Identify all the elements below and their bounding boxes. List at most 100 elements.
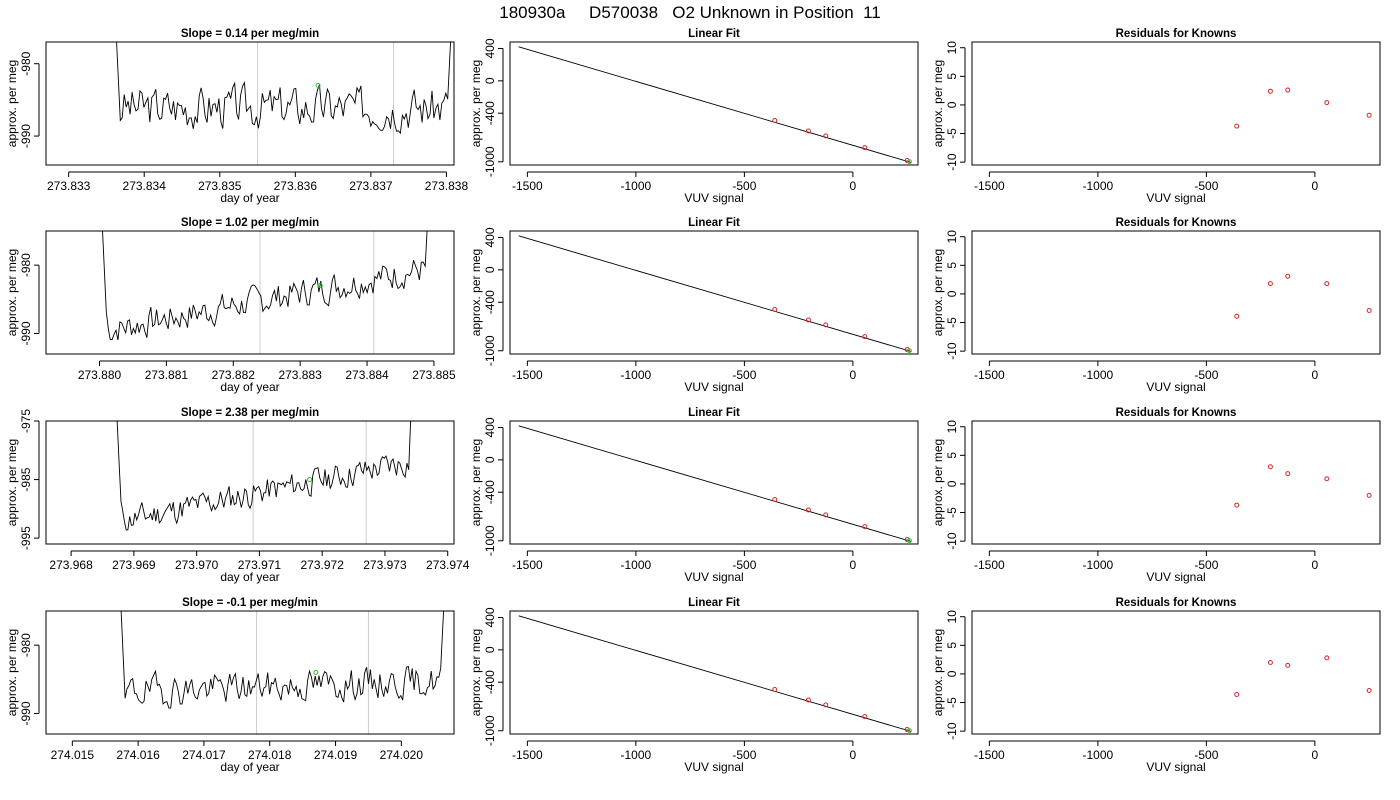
x-axis-label: day of year bbox=[220, 380, 279, 394]
plot-frame bbox=[45, 420, 455, 545]
x-tick-label: -500 bbox=[732, 748, 756, 762]
page-title: 180930a D570038 O2 Unknown in Position 1… bbox=[499, 3, 881, 22]
y-tick-label: 400 bbox=[483, 607, 497, 627]
linear-fit-panel-1: -1500 -1000 -500 0 400 0 -400 -1000 Linear Fit VU… bbox=[469, 28, 919, 205]
panel-title: Slope = 0.14 per meg/min bbox=[181, 28, 319, 40]
y-tick-label: -1000 bbox=[483, 525, 497, 556]
x-tick-label: 273.970 bbox=[175, 558, 219, 572]
y-tick-label: -400 bbox=[483, 670, 497, 694]
x-tick-label: 273.882 bbox=[212, 368, 256, 382]
known-point bbox=[772, 686, 778, 692]
residual-point bbox=[1366, 688, 1372, 694]
y-tick-label: 0 bbox=[483, 266, 497, 273]
x-axis-label: VUV signal bbox=[1146, 760, 1205, 774]
x-tick-label: -1500 bbox=[974, 179, 1005, 193]
known-point bbox=[862, 145, 868, 151]
y-tick-label: -10 bbox=[945, 153, 959, 171]
y-tick-label: -5 bbox=[945, 507, 959, 518]
plot-frame bbox=[971, 420, 1381, 545]
unknown-marker bbox=[315, 82, 321, 88]
panel-title: Residuals for Knowns bbox=[1116, 407, 1237, 419]
x-tick-label: 0 bbox=[850, 748, 857, 762]
panel-title: Linear Fit bbox=[688, 597, 740, 609]
x-tick-label: 0 bbox=[1312, 179, 1319, 193]
plot-frame bbox=[971, 610, 1381, 735]
panel-title: Linear Fit bbox=[688, 407, 740, 419]
x-tick-label: -1500 bbox=[974, 748, 1005, 762]
y-axis-label: approx. per meg bbox=[5, 60, 19, 147]
panel-title: Linear Fit bbox=[688, 217, 740, 229]
timeseries-panel-3: 273.968 273.969 273.970 273.971 273.972 273.9… bbox=[5, 407, 470, 584]
x-tick-label: 0 bbox=[1312, 558, 1319, 572]
known-point bbox=[772, 306, 778, 312]
x-tick-label: -1000 bbox=[621, 368, 652, 382]
residual-point bbox=[1267, 464, 1273, 470]
y-tick-label: -5 bbox=[945, 317, 959, 328]
x-tick-label: -500 bbox=[1194, 368, 1218, 382]
plot-frame bbox=[509, 230, 919, 355]
unknown-point bbox=[906, 348, 912, 354]
residual-point bbox=[1285, 87, 1291, 93]
residuals-panel-3: -1500 -1000 -500 0 10 5 0 -5 -10 Residuals for Kn… bbox=[931, 407, 1381, 584]
residual-point bbox=[1285, 662, 1291, 668]
x-tick-label: 273.834 bbox=[123, 179, 167, 193]
signal-trace bbox=[116, 42, 451, 135]
plot-frame bbox=[509, 610, 919, 735]
residual-point bbox=[1366, 112, 1372, 118]
known-point bbox=[805, 128, 811, 134]
x-tick-label: -1500 bbox=[974, 558, 1005, 572]
y-tick-label: 0 bbox=[483, 646, 497, 653]
x-tick-label: 273.837 bbox=[349, 179, 393, 193]
fit-line bbox=[518, 46, 912, 164]
fit-line bbox=[518, 425, 912, 543]
y-tick-label: -985 bbox=[19, 467, 33, 491]
x-tick-label: -1000 bbox=[621, 748, 652, 762]
y-tick-label: -990 bbox=[19, 124, 33, 148]
plot-grid: 273.833 273.834 273.835 273.836 273.837 273.8… bbox=[5, 28, 1381, 774]
signal-trace bbox=[116, 421, 412, 531]
x-tick-label: 274.017 bbox=[182, 748, 226, 762]
y-tick-label: 0 bbox=[483, 456, 497, 463]
residual-point bbox=[1234, 692, 1240, 698]
y-tick-label: 10 bbox=[945, 610, 959, 624]
y-tick-label: -10 bbox=[945, 532, 959, 550]
y-tick-label: 0 bbox=[483, 77, 497, 84]
fit-line bbox=[518, 235, 912, 353]
residual-point bbox=[1324, 281, 1330, 287]
plot-frame bbox=[45, 230, 455, 355]
x-axis-label: VUV signal bbox=[684, 760, 743, 774]
x-tick-label: -500 bbox=[1194, 179, 1218, 193]
residual-point bbox=[1267, 88, 1273, 94]
y-axis-label: approx. per meg bbox=[5, 439, 19, 526]
residual-point bbox=[1324, 655, 1330, 661]
y-axis-label: approx. per meg bbox=[931, 629, 945, 716]
residual-point bbox=[1234, 502, 1240, 508]
y-tick-label: -995 bbox=[19, 526, 33, 550]
known-point bbox=[823, 322, 829, 328]
x-axis-label: day of year bbox=[220, 760, 279, 774]
known-point bbox=[772, 496, 778, 502]
y-tick-label: 400 bbox=[483, 417, 497, 437]
signal-trace bbox=[120, 611, 445, 709]
y-axis-label: approx. per meg bbox=[5, 629, 19, 716]
y-tick-label: 5 bbox=[945, 262, 959, 269]
plot-frame bbox=[971, 230, 1381, 355]
y-tick-label: 5 bbox=[945, 452, 959, 459]
unknown-marker bbox=[317, 283, 323, 289]
known-point bbox=[862, 714, 868, 720]
known-point bbox=[805, 697, 811, 703]
plot-frame bbox=[45, 610, 455, 735]
x-tick-label: -1500 bbox=[512, 558, 543, 572]
x-tick-label: 273.835 bbox=[198, 179, 242, 193]
residuals-panel-2: -1500 -1000 -500 0 10 5 0 -5 -10 Residuals for Kn… bbox=[931, 217, 1381, 394]
y-axis-label: approx. per meg bbox=[469, 60, 483, 147]
x-tick-label: 273.881 bbox=[145, 368, 189, 382]
known-point bbox=[862, 524, 868, 530]
linear-fit-panel-2: -1500 -1000 -500 0 400 0 -400 -1000 Linear Fit VU… bbox=[469, 217, 919, 394]
x-tick-label: 273.968 bbox=[49, 558, 93, 572]
y-tick-label: 0 bbox=[945, 480, 959, 487]
x-tick-label: 0 bbox=[850, 368, 857, 382]
y-tick-label: -990 bbox=[19, 701, 33, 725]
plot-frame bbox=[45, 41, 455, 166]
y-tick-label: -10 bbox=[945, 342, 959, 360]
